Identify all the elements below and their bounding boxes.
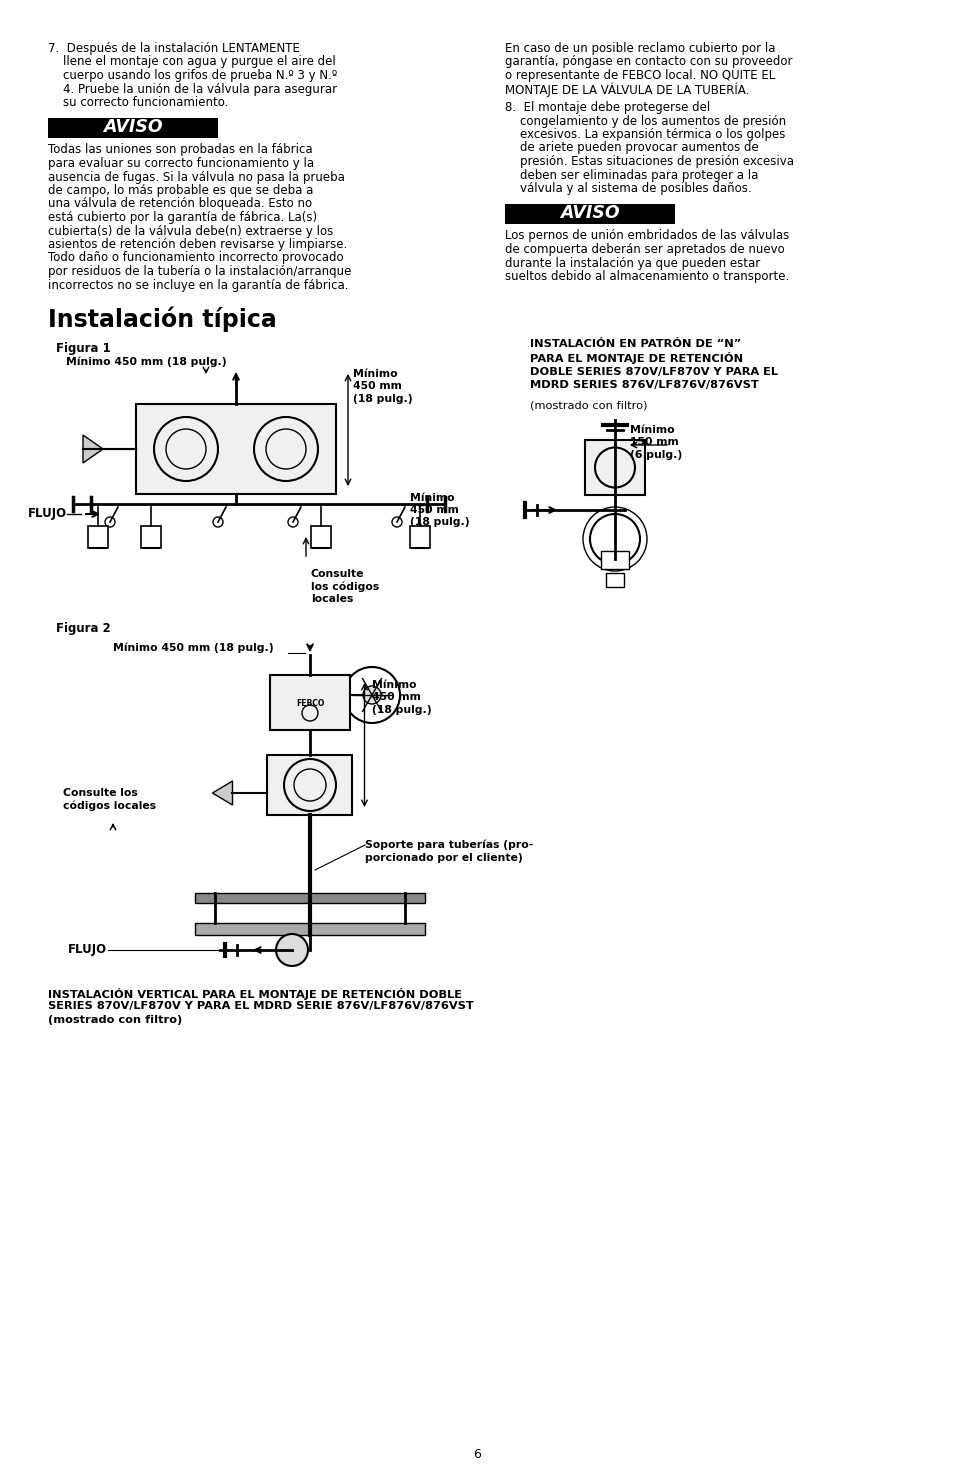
Text: MONTAJE DE LA VÁLVULA DE LA TUBERÍA.: MONTAJE DE LA VÁLVULA DE LA TUBERÍA. [504,83,748,97]
Circle shape [213,518,223,527]
Text: Instalación típica: Instalación típica [48,305,276,332]
Text: deben ser eliminadas para proteger a la: deben ser eliminadas para proteger a la [504,168,758,181]
Bar [270,676,350,730]
Text: Los pernos de unión embridados de las válvulas: Los pernos de unión embridados de las vá… [504,230,788,242]
Text: presión. Estas situaciones de presión excesiva: presión. Estas situaciones de presión ex… [504,155,793,168]
Bar [141,527,161,549]
Text: En caso de un posible reclamo cubierto por la: En caso de un posible reclamo cubierto p… [504,41,775,55]
Text: FEBCO: FEBCO [295,699,324,708]
Bar [194,923,424,935]
Text: (mostrado con filtro): (mostrado con filtro) [48,1015,182,1025]
Circle shape [275,934,308,966]
Text: sueltos debido al almacenamiento o transporte.: sueltos debido al almacenamiento o trans… [504,270,788,283]
Bar [136,404,335,494]
Text: Mínimo
450 mm
(18 pulg.): Mínimo 450 mm (18 pulg.) [372,680,432,715]
Text: para evaluar su correcto funcionamiento y la: para evaluar su correcto funcionamiento … [48,156,314,170]
Text: (mostrado con filtro): (mostrado con filtro) [530,401,647,412]
Text: Consulte
los códigos
locales: Consulte los códigos locales [311,569,379,605]
Circle shape [288,518,297,527]
Text: Soporte para tuberías (pro-
porcionado por el cliente): Soporte para tuberías (pro- porcionado p… [365,839,533,863]
Bar [311,527,331,549]
Text: Mínimo 450 mm (18 pulg.): Mínimo 450 mm (18 pulg.) [66,357,227,367]
Text: FLUJO: FLUJO [28,507,67,521]
Text: está cubierto por la garantía de fábrica. La(s): está cubierto por la garantía de fábrica… [48,211,316,224]
Bar [600,552,628,569]
Text: asientos de retención deben revisarse y limpiarse.: asientos de retención deben revisarse y … [48,237,347,251]
Text: FLUJO: FLUJO [68,944,107,956]
Text: Mínimo
150 mm
(6 pulg.): Mínimo 150 mm (6 pulg.) [629,425,681,460]
Text: de ariete pueden provocar aumentos de: de ariete pueden provocar aumentos de [504,142,758,155]
Bar [605,572,623,587]
Bar [267,755,352,816]
Text: cuerpo usando los grifos de prueba N.º 3 y N.º: cuerpo usando los grifos de prueba N.º 3… [48,69,337,83]
Text: llene el montaje con agua y purgue el aire del: llene el montaje con agua y purgue el ai… [48,56,335,68]
Text: Todo daño o funcionamiento incorrecto provocado: Todo daño o funcionamiento incorrecto pr… [48,252,343,264]
Text: congelamiento y de los aumentos de presión: congelamiento y de los aumentos de presi… [504,115,785,127]
Text: 6: 6 [473,1448,480,1462]
Text: o representante de FEBCO local. NO QUITE EL: o representante de FEBCO local. NO QUITE… [504,69,775,83]
Text: Mínimo
450 mm
(18 pulg.): Mínimo 450 mm (18 pulg.) [353,369,413,404]
Text: una válvula de retención bloqueada. Esto no: una válvula de retención bloqueada. Esto… [48,198,312,211]
Text: 4. Pruebe la unión de la válvula para asegurar: 4. Pruebe la unión de la válvula para as… [48,83,336,96]
Text: Todas las uniones son probadas en la fábrica: Todas las uniones son probadas en la fáb… [48,143,313,156]
Text: SERIES 870V/LF870V Y PARA EL MDRD SERIE 876V/LF876V/876VST: SERIES 870V/LF870V Y PARA EL MDRD SERIE … [48,1002,474,1012]
Bar [194,892,424,903]
Text: Figura 1: Figura 1 [56,342,111,355]
Text: incorrectos no se incluye en la garantía de fábrica.: incorrectos no se incluye en la garantía… [48,279,348,292]
Text: válvula y al sistema de posibles daños.: válvula y al sistema de posibles daños. [504,181,751,195]
Text: ausencia de fugas. Si la válvula no pasa la prueba: ausencia de fugas. Si la válvula no pasa… [48,171,345,183]
Text: INSTALACIÓN EN PATRÓN DE “N”
PARA EL MONTAJE DE RETENCIÓN
DOBLE SERIES 870V/LF87: INSTALACIÓN EN PATRÓN DE “N” PARA EL MON… [530,339,778,389]
Text: durante la instalación ya que pueden estar: durante la instalación ya que pueden est… [504,257,760,270]
Text: Consulte los
códigos locales: Consulte los códigos locales [63,788,156,811]
Text: AVISO: AVISO [559,205,619,223]
Circle shape [392,518,401,527]
Text: por residuos de la tubería o la instalación/arranque: por residuos de la tubería o la instalac… [48,266,351,277]
Text: AVISO: AVISO [103,118,163,137]
Bar [410,527,430,549]
Text: garantía, póngase en contacto con su proveedor: garantía, póngase en contacto con su pro… [504,56,792,68]
Text: 7.  Después de la instalación LENTAMENTE: 7. Después de la instalación LENTAMENTE [48,41,299,55]
Text: excesivos. La expansión térmica o los golpes: excesivos. La expansión térmica o los go… [504,128,784,142]
Bar [48,118,218,137]
Polygon shape [83,435,103,463]
Bar [88,527,108,549]
Circle shape [363,686,380,704]
Bar [504,204,675,224]
Text: Mínimo 450 mm (18 pulg.): Mínimo 450 mm (18 pulg.) [112,643,274,653]
Text: Mínimo
450 mm
(18 pulg.): Mínimo 450 mm (18 pulg.) [410,493,469,528]
Text: 8.  El montaje debe protegerse del: 8. El montaje debe protegerse del [504,100,709,114]
Text: cubierta(s) de la válvula debe(n) extraerse y los: cubierta(s) de la válvula debe(n) extrae… [48,224,333,237]
Bar [584,440,644,496]
Circle shape [105,518,115,527]
Text: INSTALACIÓN VERTICAL PARA EL MONTAJE DE RETENCIÓN DOBLE: INSTALACIÓN VERTICAL PARA EL MONTAJE DE … [48,988,461,1000]
Polygon shape [213,780,233,805]
Text: de campo, lo más probable es que se deba a: de campo, lo más probable es que se deba… [48,184,313,198]
Text: Figura 2: Figura 2 [56,622,111,636]
Text: su correcto funcionamiento.: su correcto funcionamiento. [48,96,228,109]
Text: de compuerta deberán ser apretados de nuevo: de compuerta deberán ser apretados de nu… [504,243,784,257]
